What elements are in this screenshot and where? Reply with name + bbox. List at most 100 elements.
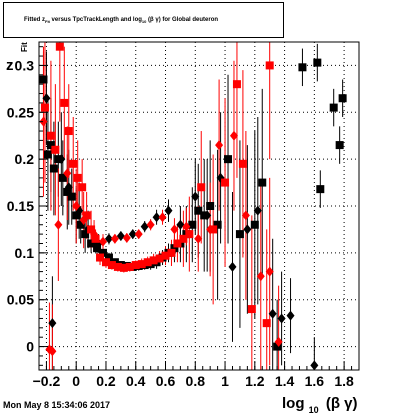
data-point-diamond <box>99 236 107 247</box>
data-point-square <box>197 183 206 192</box>
data-point-diamond <box>42 93 51 104</box>
data-point-square <box>170 244 179 253</box>
data-point-square <box>104 253 113 262</box>
data-point-square <box>60 98 69 107</box>
y-tick-label: 0.3 <box>15 57 35 73</box>
data-point-square <box>96 253 105 262</box>
data-point-diamond <box>170 224 179 235</box>
x-tick-label: 0.8 <box>186 373 206 389</box>
data-point-diamond <box>229 130 238 141</box>
axis-ticks <box>38 46 360 370</box>
datestamp: Mon May 8 15:34:06 2017 <box>3 400 111 410</box>
data-point-diamond <box>64 182 73 193</box>
data-point-diamond <box>72 201 81 211</box>
data-point-square <box>238 159 247 168</box>
y-tick-label: 0.15 <box>7 198 34 214</box>
data-point-square <box>179 234 188 243</box>
data-point-square <box>313 58 322 67</box>
data-point-diamond <box>256 271 265 282</box>
data-point-diamond <box>286 310 295 321</box>
data-point-square <box>232 80 241 89</box>
data-point-diamond <box>206 224 215 235</box>
data-point-square <box>51 145 60 154</box>
data-point-square <box>87 239 96 248</box>
data-point-square <box>188 220 197 229</box>
data-point-square <box>329 103 338 112</box>
error-bars <box>42 42 344 370</box>
data-point-diamond <box>191 191 200 202</box>
data-point-square <box>247 305 256 314</box>
title-sub2: 10 <box>141 19 147 25</box>
data-point-diamond <box>48 318 57 329</box>
chart-title: Fitted zFit versus TpcTrackLength and lo… <box>24 17 218 24</box>
data-point-square <box>76 220 85 229</box>
y-tick-label: 0 <box>26 339 34 355</box>
y-tick-label: 0.1 <box>15 245 35 261</box>
x-axis-label: log 10 (β γ) <box>282 395 358 414</box>
data-point-diamond <box>140 221 149 232</box>
data-point-square <box>46 141 55 150</box>
data-point-diamond <box>122 232 131 243</box>
x-axis-label-main: log <box>282 395 305 412</box>
data-point-square <box>185 230 194 239</box>
data-point-diamond <box>268 308 277 319</box>
data-point-square <box>273 342 282 351</box>
data-point-square <box>82 211 91 220</box>
y-axis-label: z <box>6 57 14 74</box>
data-point-diamond <box>253 205 262 216</box>
data-point-square <box>167 248 176 257</box>
tick-labels: −0.2 0 0.2 0.4 0.6 0.8 1 1.2 1.4 1.6 1.8 0 0.05 0.1 0.… <box>7 57 354 389</box>
data-point-square <box>235 230 244 239</box>
data-point-square <box>43 150 52 159</box>
data-point-square <box>78 183 87 192</box>
data-point-diamond <box>152 212 161 223</box>
data-point-square <box>258 178 267 187</box>
data-point-diamond <box>265 266 274 277</box>
title-mid: versus TpcTrackLength and log <box>49 17 142 23</box>
data-point-diamond <box>134 229 143 240</box>
data-point-square <box>46 131 55 140</box>
data-point-square <box>91 234 100 243</box>
data-point-square <box>39 75 48 84</box>
data-point-square <box>49 164 58 173</box>
data-point-square <box>206 202 215 210</box>
data-point-diamond <box>79 215 88 226</box>
data-point-diamond <box>39 116 48 127</box>
data-point-diamond <box>110 233 119 244</box>
data-point-diamond <box>158 212 167 223</box>
data-point-diamond <box>274 336 283 347</box>
data-point-diamond <box>277 313 286 324</box>
data-point-diamond <box>48 346 57 357</box>
data-point-diamond <box>194 233 203 244</box>
data-point-square <box>335 141 344 150</box>
data-point-diamond <box>104 233 113 244</box>
x-tick-label: 1.6 <box>305 373 325 389</box>
data-point-diamond <box>243 224 252 235</box>
title-pre: Fitted z <box>24 17 45 23</box>
x-axis-label-sub: 10 <box>309 405 319 414</box>
x-tick-label: 1.4 <box>275 373 295 389</box>
data-point-square <box>316 185 325 194</box>
data-point-diamond <box>241 210 250 221</box>
y-tick-label: 0.05 <box>7 292 34 308</box>
data-point-diamond <box>54 219 63 230</box>
x-axis-label-post: (β γ) <box>326 395 358 412</box>
data-point-square <box>262 319 271 328</box>
data-point-square <box>69 159 78 168</box>
data-point-square <box>213 220 222 229</box>
y-tick-label: 0.2 <box>15 151 35 167</box>
data-point-square <box>250 220 259 229</box>
title-sub1: Fit <box>45 19 50 25</box>
data-point-square <box>67 192 76 201</box>
data-point-square <box>131 261 140 270</box>
data-point-diamond <box>116 230 125 241</box>
data-point-square <box>107 261 116 270</box>
data-point-square <box>64 127 73 136</box>
data-point-square <box>149 256 158 265</box>
y-tick-label: 0.25 <box>7 104 34 120</box>
data-point-square <box>173 239 182 248</box>
data-point-square <box>119 263 128 272</box>
y-axis-label-main: z <box>6 57 14 74</box>
data-marks <box>39 42 347 371</box>
x-tick-label: 1.8 <box>334 373 354 389</box>
